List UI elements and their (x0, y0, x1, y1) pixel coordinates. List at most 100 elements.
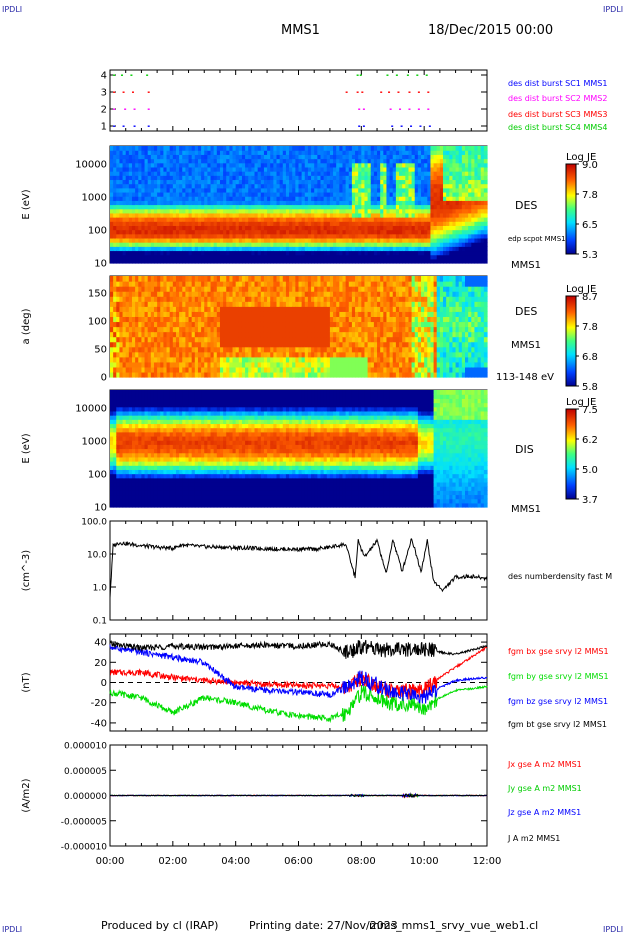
y-tick-label: 100 (88, 226, 107, 237)
spectro-cell (138, 175, 143, 181)
spectro-cell (285, 212, 290, 218)
spectro-cell (251, 171, 256, 176)
spectro-cell (138, 162, 143, 168)
spectro-cell (317, 146, 322, 151)
spectro-cell (144, 158, 149, 164)
spectro-cell (304, 150, 309, 155)
spectro-cell (135, 237, 139, 243)
burst-mark (130, 74, 133, 76)
spectro-cell (207, 166, 212, 172)
spectro-cell (210, 175, 215, 181)
spectro-cell (248, 204, 252, 210)
spectro-cell (207, 254, 212, 260)
spectro-cell (122, 212, 127, 218)
spectro-cell (282, 225, 287, 231)
spectro-cell (185, 208, 190, 214)
spectro-cell (323, 171, 328, 176)
spectro-cell (226, 204, 230, 210)
spectro-cell (210, 162, 215, 168)
spectro-cell (125, 246, 130, 252)
spectro-cell (273, 229, 278, 235)
spectro-cell (141, 187, 146, 193)
spectro-cell (188, 246, 193, 252)
spectro-cell (311, 258, 315, 264)
spectro-cell (238, 166, 243, 172)
spectro-cell (248, 175, 252, 181)
spectro-cell (267, 146, 271, 151)
spectro-cell (113, 237, 117, 243)
spectro-cell (483, 250, 488, 256)
spectro-cell (307, 162, 312, 168)
spectro-cell (245, 183, 249, 189)
spectro-cell (279, 233, 284, 239)
y-tick-label: 20 (94, 658, 107, 669)
spectro-cell (314, 217, 318, 222)
spectro-cell (128, 162, 133, 168)
spectro-cell (147, 233, 152, 239)
spectro-cell (157, 242, 161, 247)
spectro-cell (179, 171, 183, 176)
spectro-cell (483, 237, 488, 243)
spectro-cell (257, 191, 262, 197)
spectro-cell (267, 162, 271, 168)
spectro-cell (188, 237, 193, 243)
spectro-cell (219, 246, 224, 252)
spectro-cell (251, 196, 256, 201)
spectro-cell (260, 187, 265, 193)
spectro-cell (122, 162, 127, 168)
spectro-cell (289, 171, 293, 176)
spectro-cell (311, 183, 315, 189)
spectro-cell (223, 175, 227, 181)
spectro-cell (314, 212, 318, 218)
spectro-cell (153, 258, 158, 264)
spectro-cell (307, 250, 312, 256)
spectro-cell (279, 246, 284, 252)
spectro-cell (201, 196, 205, 201)
spectro-cell (110, 229, 114, 235)
spectro-cell (188, 204, 193, 210)
spectro-cell (223, 179, 227, 185)
spectro-cell (289, 221, 293, 226)
spectro-cell (219, 204, 224, 210)
spectro-cell (141, 217, 146, 222)
spectro-cell (226, 221, 230, 226)
spectro-cell (223, 171, 227, 176)
spectro-cell (298, 246, 303, 252)
spectro-cell (326, 212, 331, 218)
spectro-cell (226, 250, 230, 256)
burst-mark (362, 108, 365, 110)
x-tick-label: 00:00 (96, 856, 125, 867)
spectro-cell (298, 158, 303, 164)
spectro-cell (219, 146, 224, 151)
spectro-cell (197, 150, 202, 155)
spectro-cell (185, 258, 190, 264)
spectro-cell (273, 154, 278, 160)
spectro-cell (147, 208, 152, 214)
spectro-cell (213, 250, 218, 256)
spectro-cell (263, 258, 268, 264)
spectro-cell (229, 175, 234, 181)
spectro-cell (223, 225, 227, 231)
spectro-cell (135, 191, 139, 197)
spectro-cell (110, 221, 114, 226)
spectro-cell (119, 258, 124, 264)
spectro-cell (279, 204, 284, 210)
spectro-cell (204, 171, 208, 176)
spectro-cell (113, 179, 117, 185)
spectro-cell (219, 208, 224, 214)
spectro-cell (223, 229, 227, 235)
spectro-cell (166, 204, 171, 210)
spectro-cell (226, 179, 230, 185)
spectro-cell (295, 212, 300, 218)
spectro-cell (307, 258, 312, 264)
spectro-cell (298, 191, 303, 197)
spectro-cell (301, 229, 306, 235)
spectro-cell (251, 242, 256, 247)
spectro-cell (276, 162, 281, 168)
spectro-cell (160, 225, 165, 231)
spectro-cell (135, 146, 139, 151)
spectro-cell (311, 200, 315, 206)
spectro-cell (135, 166, 139, 172)
spectro-cell (125, 162, 130, 168)
spectro-cell (267, 254, 271, 260)
